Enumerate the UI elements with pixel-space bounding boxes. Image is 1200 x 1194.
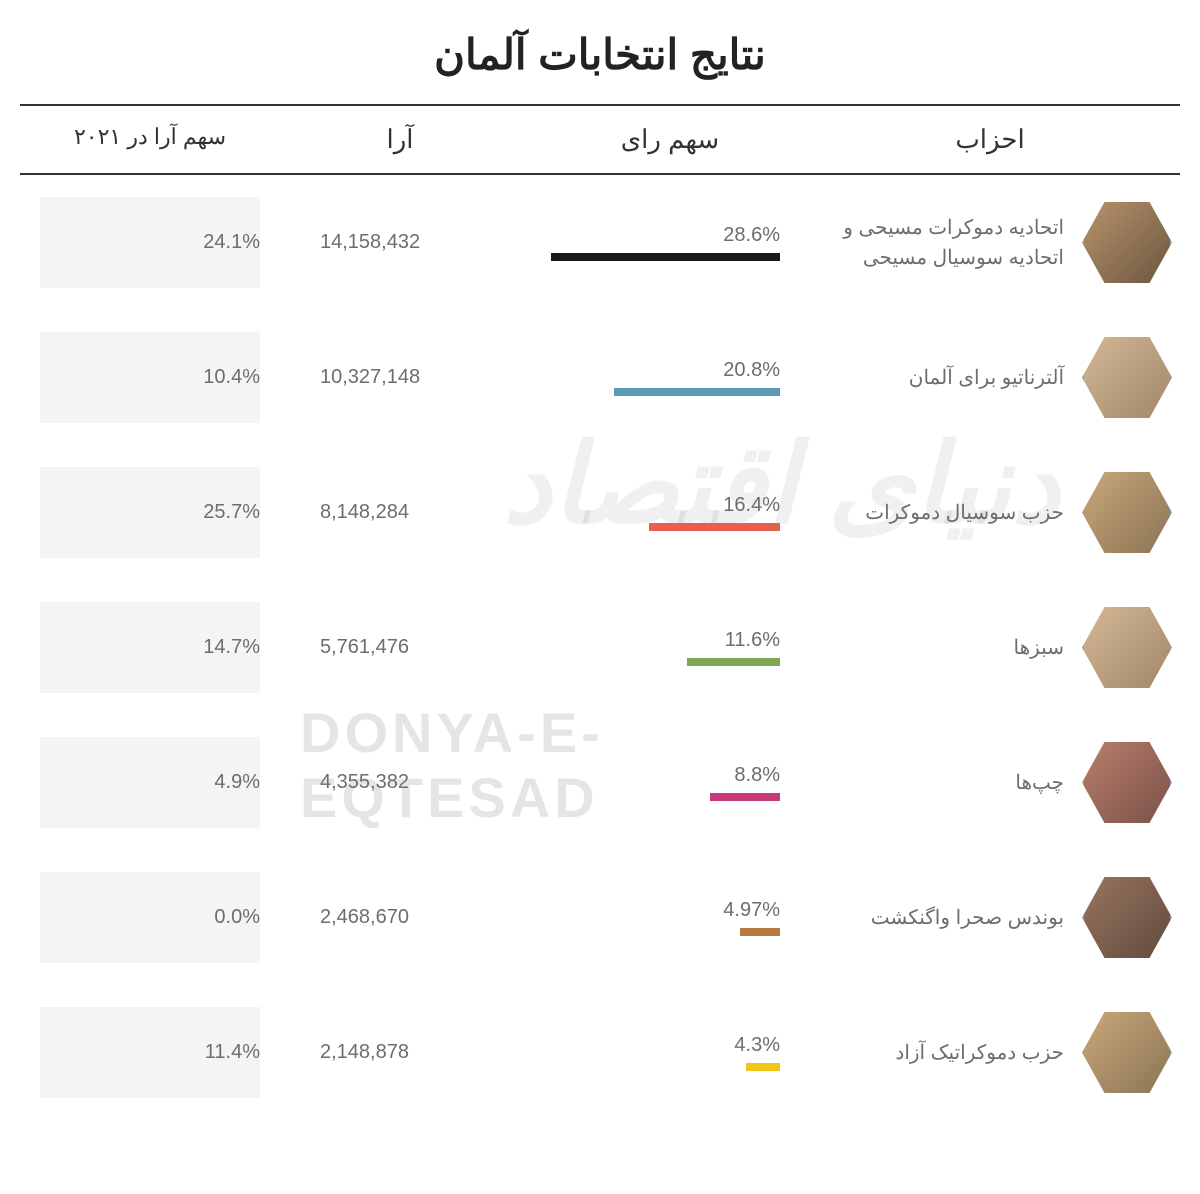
share-bar bbox=[551, 253, 780, 261]
votes-cell: 14,158,432 bbox=[260, 231, 540, 254]
prev-cell: 24.1% bbox=[40, 197, 260, 288]
share-bar bbox=[710, 793, 780, 801]
page-title: نتایج انتخابات آلمان bbox=[20, 30, 1180, 79]
votes-cell: 2,468,670 bbox=[260, 906, 540, 929]
party-avatar bbox=[1082, 468, 1172, 558]
prev-cell: 11.4% bbox=[40, 1007, 260, 1098]
table-row: حزب سوسیال دموکرات 16.4% 8,148,284 25.7% bbox=[20, 445, 1180, 580]
votes-cell: 10,327,148 bbox=[260, 366, 540, 389]
share-pct: 11.6% bbox=[540, 629, 780, 652]
prev-cell: 25.7% bbox=[40, 467, 260, 558]
party-avatar bbox=[1082, 333, 1172, 423]
table-row: چپ‌ها 8.8% 4,355,382 4.9% bbox=[20, 715, 1180, 850]
party-cell: سبزها bbox=[800, 603, 1180, 693]
share-bar-track bbox=[540, 523, 780, 531]
share-pct: 4.3% bbox=[540, 1034, 780, 1057]
share-bar-track bbox=[540, 793, 780, 801]
party-name: آلترناتیو برای آلمان bbox=[909, 363, 1064, 393]
share-cell: 28.6% bbox=[540, 224, 800, 261]
votes-cell: 2,148,878 bbox=[260, 1041, 540, 1064]
party-name: بوندس صحرا واگنکشت bbox=[871, 903, 1064, 933]
share-pct: 16.4% bbox=[540, 494, 780, 517]
header-votes: آرا bbox=[260, 124, 540, 155]
votes-cell: 5,761,476 bbox=[260, 636, 540, 659]
share-cell: 8.8% bbox=[540, 764, 800, 801]
share-cell: 20.8% bbox=[540, 359, 800, 396]
share-bar bbox=[740, 928, 780, 936]
share-bar-track bbox=[540, 388, 780, 396]
party-avatar bbox=[1082, 198, 1172, 288]
party-cell: حزب سوسیال دموکرات bbox=[800, 468, 1180, 558]
party-name: حزب دموکراتیک آزاد bbox=[895, 1038, 1064, 1068]
table-header: احزاب سهم رای آرا سهم آرا در ۲۰۲۱ bbox=[20, 104, 1180, 175]
share-bar bbox=[649, 523, 780, 531]
table-row: بوندس صحرا واگنکشت 4.97% 2,468,670 0.0% bbox=[20, 850, 1180, 985]
share-bar bbox=[687, 658, 780, 666]
party-cell: اتحادیه دموکرات مسیحی و اتحادیه سوسیال م… bbox=[800, 198, 1180, 288]
table-row: سبزها 11.6% 5,761,476 14.7% bbox=[20, 580, 1180, 715]
share-bar-track bbox=[540, 1063, 780, 1071]
party-name: حزب سوسیال دموکرات bbox=[865, 498, 1064, 528]
party-cell: آلترناتیو برای آلمان bbox=[800, 333, 1180, 423]
table-row: آلترناتیو برای آلمان 20.8% 10,327,148 10… bbox=[20, 310, 1180, 445]
share-pct: 4.97% bbox=[540, 899, 780, 922]
party-cell: بوندس صحرا واگنکشت bbox=[800, 873, 1180, 963]
party-avatar bbox=[1082, 873, 1172, 963]
header-share: سهم رای bbox=[540, 124, 800, 155]
header-party: احزاب bbox=[800, 124, 1180, 155]
share-cell: 4.3% bbox=[540, 1034, 800, 1071]
table-row: حزب دموکراتیک آزاد 4.3% 2,148,878 11.4% bbox=[20, 985, 1180, 1120]
prev-cell: 4.9% bbox=[40, 737, 260, 828]
results-table: احزاب سهم رای آرا سهم آرا در ۲۰۲۱ اتحادی… bbox=[20, 104, 1180, 1120]
share-bar-track bbox=[540, 658, 780, 666]
party-avatar bbox=[1082, 603, 1172, 693]
share-bar bbox=[614, 388, 780, 396]
share-cell: 16.4% bbox=[540, 494, 800, 531]
share-cell: 11.6% bbox=[540, 629, 800, 666]
prev-cell: 0.0% bbox=[40, 872, 260, 963]
party-avatar bbox=[1082, 1008, 1172, 1098]
header-prev: سهم آرا در ۲۰۲۱ bbox=[40, 124, 260, 155]
party-cell: حزب دموکراتیک آزاد bbox=[800, 1008, 1180, 1098]
share-cell: 4.97% bbox=[540, 899, 800, 936]
share-pct: 8.8% bbox=[540, 764, 780, 787]
votes-cell: 8,148,284 bbox=[260, 501, 540, 524]
party-name: سبزها bbox=[1014, 633, 1064, 663]
share-bar bbox=[746, 1063, 780, 1071]
prev-cell: 10.4% bbox=[40, 332, 260, 423]
party-cell: چپ‌ها bbox=[800, 738, 1180, 828]
share-bar-track bbox=[540, 253, 780, 261]
table-row: اتحادیه دموکرات مسیحی و اتحادیه سوسیال م… bbox=[20, 175, 1180, 310]
share-pct: 20.8% bbox=[540, 359, 780, 382]
party-name: اتحادیه دموکرات مسیحی و اتحادیه سوسیال م… bbox=[800, 213, 1064, 273]
party-name: چپ‌ها bbox=[1015, 768, 1064, 798]
votes-cell: 4,355,382 bbox=[260, 771, 540, 794]
prev-cell: 14.7% bbox=[40, 602, 260, 693]
share-pct: 28.6% bbox=[540, 224, 780, 247]
share-bar-track bbox=[540, 928, 780, 936]
party-avatar bbox=[1082, 738, 1172, 828]
